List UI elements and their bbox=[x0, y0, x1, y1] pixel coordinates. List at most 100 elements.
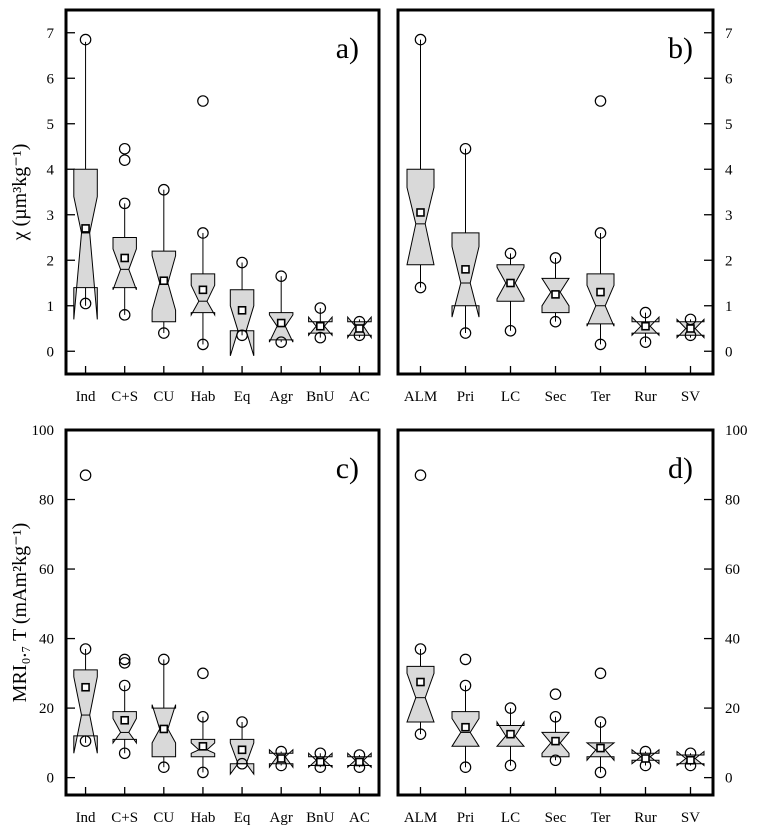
mean-marker bbox=[416, 677, 425, 687]
box-Agr bbox=[268, 745, 294, 772]
box-CU bbox=[151, 183, 177, 339]
mean-marker bbox=[276, 754, 286, 763]
category-label: C+S bbox=[111, 810, 138, 826]
mean-marker bbox=[120, 253, 129, 263]
mean-marker bbox=[416, 208, 425, 217]
outlier-point bbox=[197, 95, 209, 107]
notched-box bbox=[190, 273, 216, 317]
box-Pri bbox=[451, 653, 480, 773]
outlier-point bbox=[118, 309, 131, 321]
y-tick-label: 4 bbox=[725, 162, 733, 178]
box-Eq bbox=[229, 716, 255, 776]
y-tick-label: 100 bbox=[32, 423, 55, 439]
category-label: SV bbox=[681, 389, 700, 405]
mean-marker bbox=[81, 682, 90, 692]
box-BnU bbox=[308, 302, 333, 344]
outlier-point bbox=[158, 327, 170, 339]
outlier-point bbox=[594, 227, 607, 239]
outlier-point bbox=[197, 710, 209, 723]
outlier-point bbox=[79, 643, 92, 655]
y-tick-label: 0 bbox=[725, 344, 733, 360]
panel-4: 0 20 40 60 80 100 d) ALM Pri LC Sec Ter Rur SV bbox=[396, 423, 748, 826]
outlier-point bbox=[459, 142, 472, 155]
category-label: Ter bbox=[591, 810, 611, 826]
outlier-point bbox=[594, 667, 607, 680]
y-tick-label: 3 bbox=[725, 208, 733, 224]
box-LC bbox=[495, 702, 526, 772]
box-Ind bbox=[73, 33, 98, 320]
outlier-point bbox=[236, 329, 248, 342]
outlier-point bbox=[79, 33, 92, 46]
box-Rur bbox=[631, 745, 660, 772]
mean-marker bbox=[120, 715, 129, 725]
box-LC bbox=[496, 247, 525, 337]
box-SV bbox=[676, 747, 705, 772]
category-label: BnU bbox=[306, 389, 335, 405]
box-AC bbox=[347, 749, 372, 773]
outlier-point bbox=[118, 679, 131, 692]
outlier-point bbox=[504, 702, 517, 714]
y-tick-label: 1 bbox=[47, 299, 55, 315]
box-Ter bbox=[585, 667, 616, 779]
notched-box bbox=[451, 232, 480, 318]
category-label: Ind bbox=[76, 810, 96, 826]
category-label: Rur bbox=[634, 389, 657, 405]
box-Ter bbox=[586, 95, 615, 351]
mean-marker bbox=[316, 321, 325, 331]
outlier-point bbox=[236, 716, 248, 728]
y-tick-label: 20 bbox=[725, 701, 740, 717]
category-label: Pri bbox=[457, 389, 475, 405]
notched-box bbox=[73, 669, 98, 754]
panel-label: b) bbox=[668, 32, 693, 65]
box-BnU bbox=[308, 747, 333, 773]
outlier-point bbox=[414, 469, 427, 481]
y-tick-label: 7 bbox=[47, 26, 55, 42]
y-tick-label: 0 bbox=[725, 771, 733, 787]
box-SV bbox=[676, 313, 705, 342]
category-label: AC bbox=[349, 389, 370, 405]
y-tick-label: 7 bbox=[725, 26, 733, 42]
category-label: Ind bbox=[76, 389, 96, 405]
notched-box bbox=[73, 168, 98, 320]
mean-marker bbox=[461, 265, 470, 274]
outlier-point bbox=[197, 338, 209, 351]
notched-box bbox=[229, 289, 255, 356]
mean-marker bbox=[641, 754, 650, 763]
box-C+S bbox=[112, 142, 137, 321]
outlier-point bbox=[414, 643, 427, 655]
notched-box bbox=[112, 237, 137, 290]
outlier-point bbox=[414, 281, 427, 294]
mean-marker bbox=[596, 743, 605, 753]
notched-box bbox=[151, 250, 177, 323]
box-AC bbox=[347, 315, 372, 342]
outlier-point bbox=[314, 302, 327, 314]
mean-marker bbox=[355, 757, 364, 767]
outlier-point bbox=[639, 306, 652, 319]
y-tick-label: 6 bbox=[725, 71, 733, 87]
outlier-point bbox=[594, 766, 607, 779]
outlier-point bbox=[79, 297, 92, 310]
category-label: C+S bbox=[111, 389, 138, 405]
y-tick-label: 0 bbox=[47, 344, 55, 360]
y-axis-label: MRI₀.₇ T (mAm²kg⁻¹) bbox=[9, 523, 31, 703]
y-tick-label: 2 bbox=[725, 253, 733, 269]
outlier-point bbox=[459, 679, 472, 692]
outlier-point bbox=[118, 653, 131, 666]
notched-box bbox=[112, 711, 137, 745]
y-tick-label: 80 bbox=[725, 493, 740, 509]
category-label: CU bbox=[153, 389, 174, 405]
category-label: Hab bbox=[190, 389, 215, 405]
mean-marker bbox=[81, 224, 90, 233]
y-tick-label: 4 bbox=[47, 162, 55, 178]
mean-marker bbox=[551, 290, 560, 299]
outlier-point bbox=[504, 759, 517, 772]
category-label: Agr bbox=[270, 810, 293, 826]
outlier-point bbox=[594, 95, 607, 107]
y-tick-label: 40 bbox=[725, 632, 740, 648]
outlier-point bbox=[118, 197, 131, 210]
mean-marker bbox=[237, 745, 247, 755]
outlier-point bbox=[549, 315, 562, 328]
outlier-point bbox=[639, 336, 652, 348]
box-ALM bbox=[406, 33, 435, 294]
